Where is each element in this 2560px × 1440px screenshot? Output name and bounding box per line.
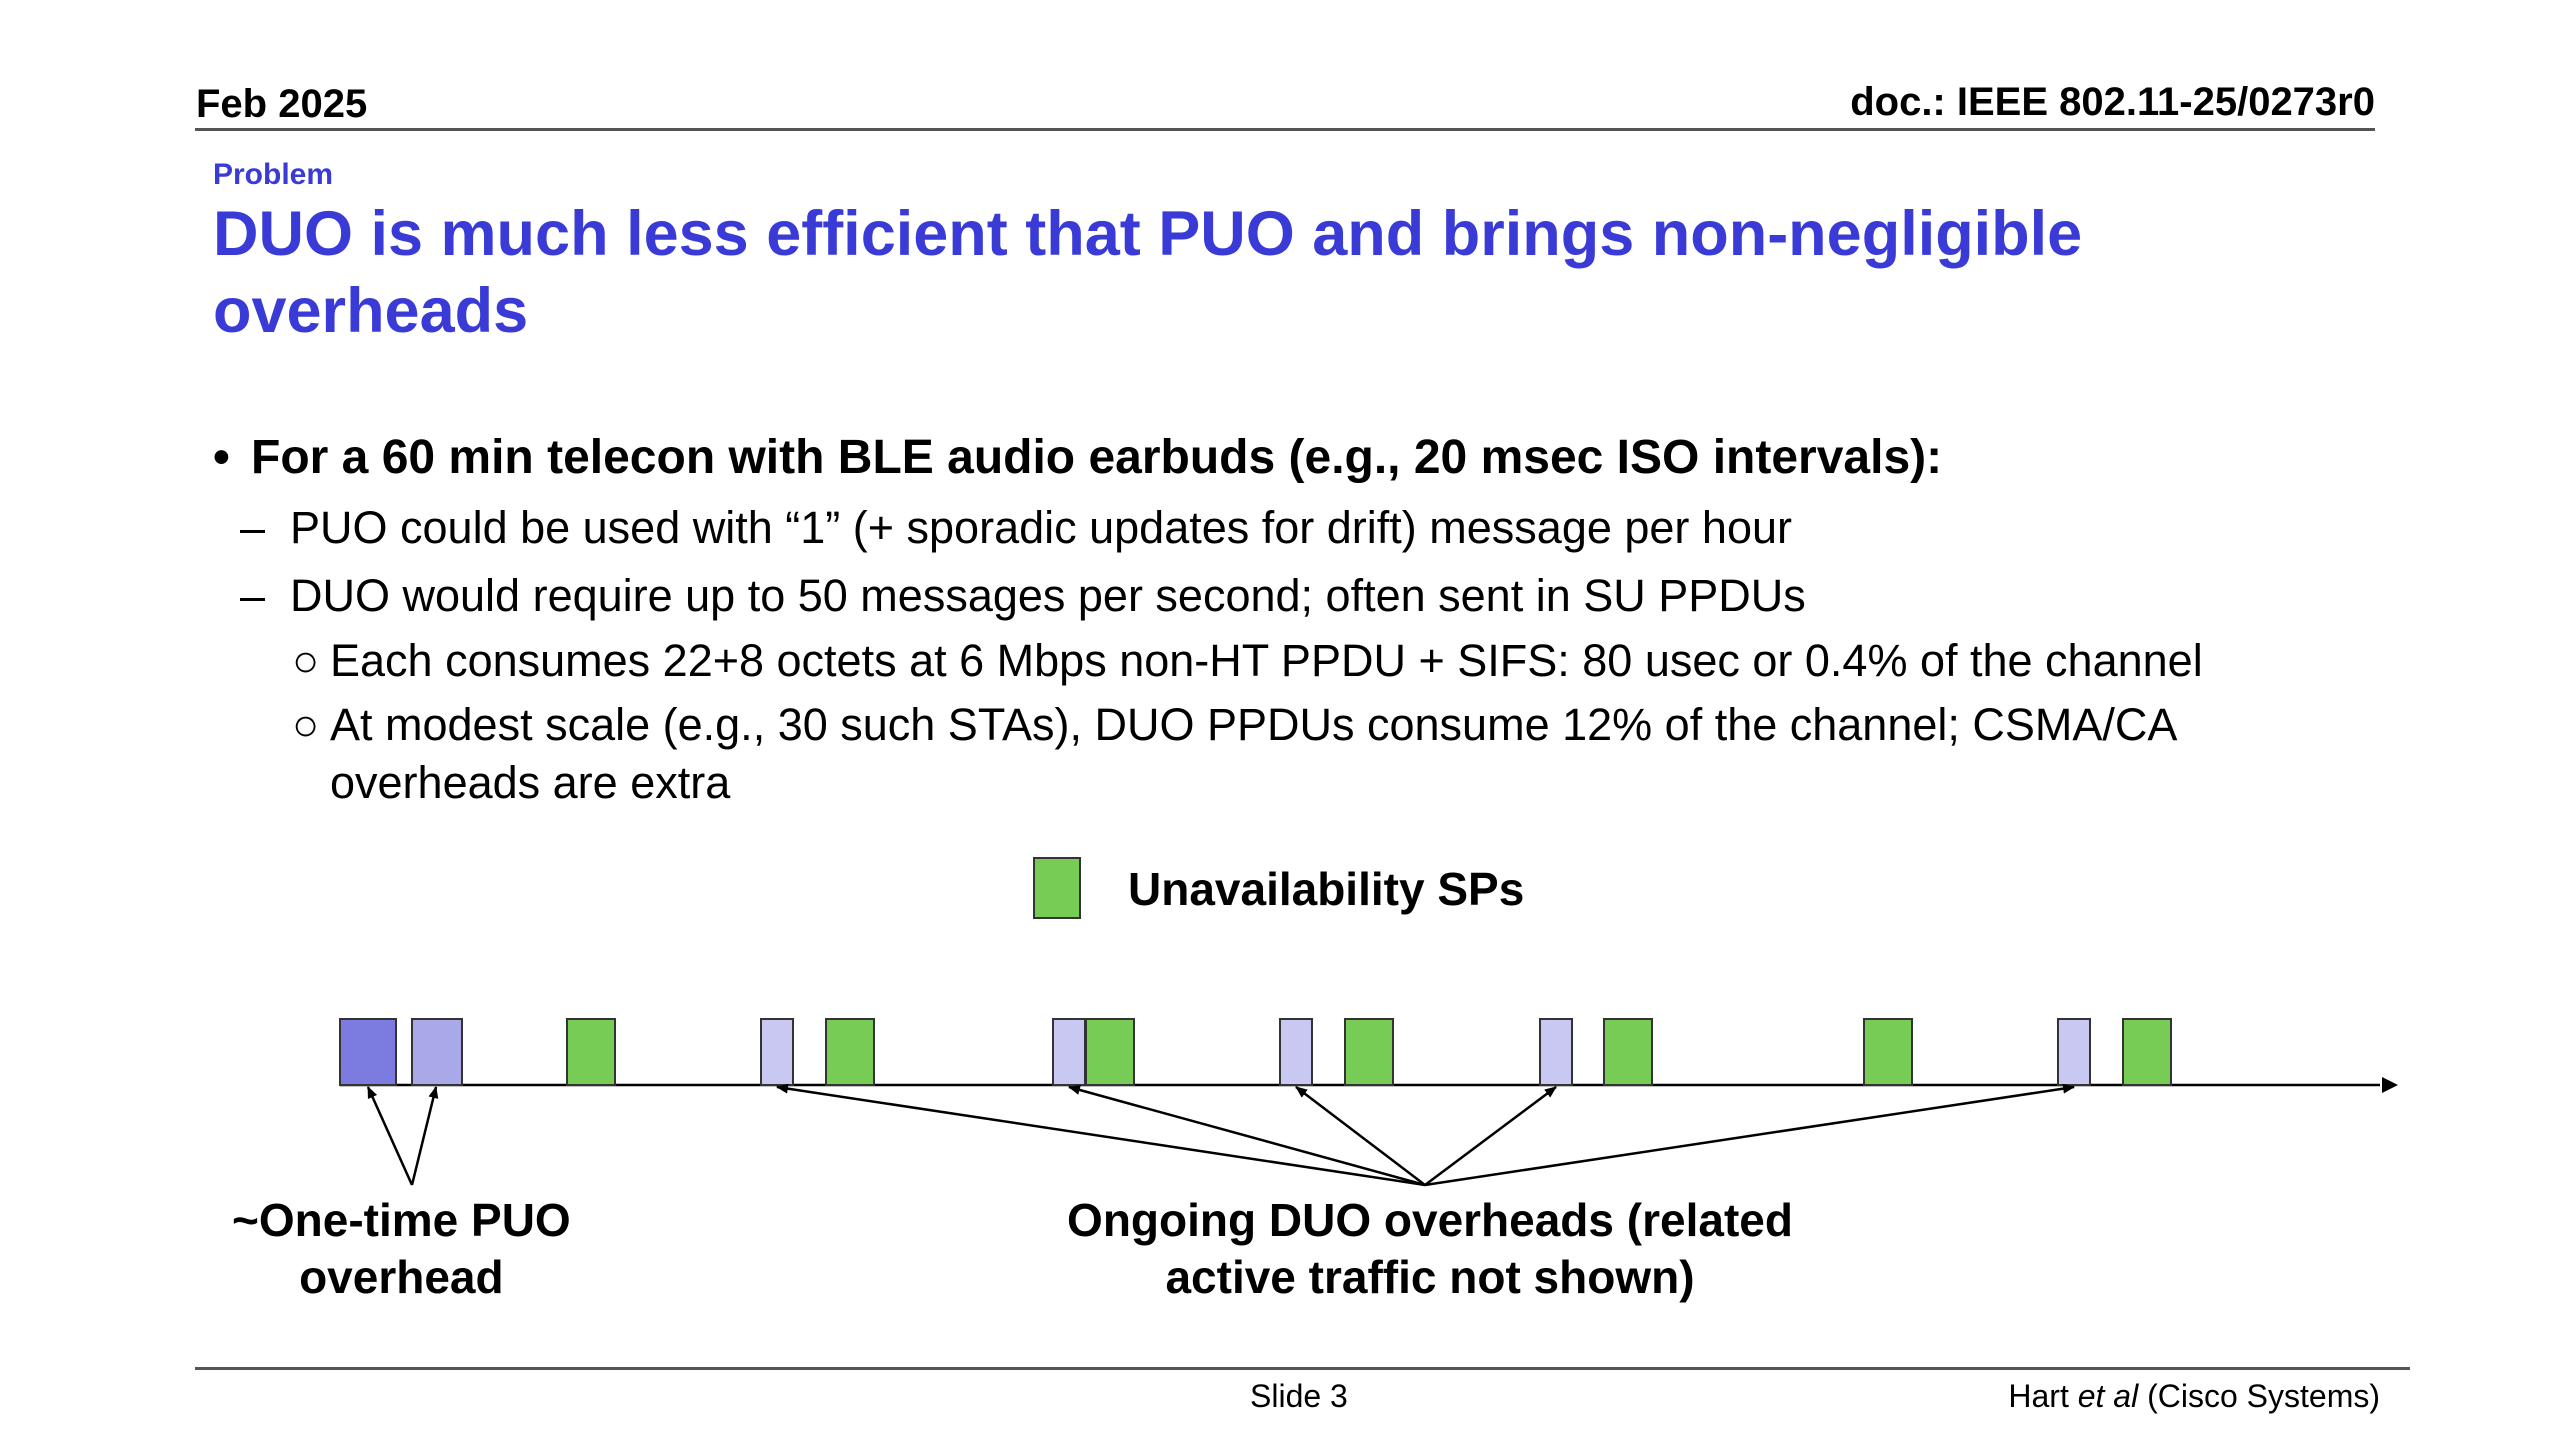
duo-block (1279, 1018, 1313, 1086)
bullet-main: • For a 60 min telecon with BLE audio ear… (213, 430, 1942, 485)
footer-author-italic: et al (2077, 1378, 2139, 1414)
header-date: Feb 2025 (196, 82, 368, 126)
duo-arrow (1068, 1085, 1426, 1187)
unavailability-sp-block (1603, 1018, 1653, 1086)
circle-bullet-icon: ○ (292, 635, 320, 686)
unavailability-sp-block (1863, 1018, 1913, 1086)
unavailability-sp-block (2122, 1018, 2172, 1086)
footer-author-prefix: Hart (2008, 1378, 2078, 1414)
legend-label: Unavailability SPs (1128, 863, 1525, 915)
puo-block (411, 1018, 463, 1086)
unavailability-sp-block (1085, 1018, 1135, 1086)
caption-puo-line-1: ~One-time PUO (232, 1194, 571, 1246)
duo-arrow (1424, 1085, 1557, 1187)
bullet-sub-2-item-2-text: At modest scale (e.g., 30 such STAs), DU… (330, 699, 2178, 750)
caption-puo-line-2: overhead (299, 1251, 504, 1303)
duo-block (760, 1018, 794, 1086)
header-rule (195, 128, 2375, 131)
header-doc-id: doc.: IEEE 802.11-25/0273r0 (1850, 80, 2375, 124)
duo-arrow (1424, 1083, 2075, 1187)
duo-arrow (776, 1083, 1426, 1187)
duo-block (1539, 1018, 1573, 1086)
bullet-sub-1: – PUO could be used with “1” (+ sporadic … (240, 502, 1792, 554)
unavailability-sp-block (1344, 1018, 1394, 1086)
section-kicker: Problem (213, 158, 334, 191)
unavailability-sp-block (566, 1018, 616, 1086)
footer-author: Hart et al (Cisco Systems) (2008, 1378, 2380, 1415)
bullet-sub-2: – DUO would require up to 50 messages per… (240, 570, 1806, 622)
caption-duo-line-1: Ongoing DUO overheads (related (1067, 1194, 1793, 1246)
circle-bullet-icon: ○ (292, 699, 320, 750)
caption-duo: Ongoing DUO overheads (related active tr… (1030, 1192, 1830, 1306)
bullet-sub-2-item-1-text: Each consumes 22+8 octets at 6 Mbps non-… (330, 635, 2203, 686)
timeline-arrowhead-icon (2382, 1077, 2398, 1093)
caption-puo: ~One-time PUO overhead (232, 1192, 571, 1306)
footer-slide-number: Slide 3 (1250, 1378, 1348, 1414)
bullet-sub-1-text: PUO could be used with “1” (+ sporadic u… (290, 502, 1792, 553)
bullet-main-text: For a 60 min telecon with BLE audio earb… (251, 431, 1943, 484)
puo-block (339, 1018, 397, 1086)
duo-arrow (1295, 1086, 1426, 1186)
caption-duo-line-2: active traffic not shown) (1165, 1251, 1695, 1303)
bullet-dot-icon: • (213, 431, 230, 484)
bullet-sub-2-item-2-continued: overheads are extra (330, 757, 731, 808)
slide-title: DUO is much less efficient that PUO and … (213, 199, 2083, 346)
bullet-sub-2-text: DUO would require up to 50 messages per … (290, 570, 1806, 621)
dash-icon: – (240, 502, 266, 553)
duo-block (1052, 1018, 1086, 1086)
footer-author-suffix: (Cisco Systems) (2138, 1378, 2380, 1414)
dash-icon: – (240, 570, 266, 621)
duo-block (2057, 1018, 2091, 1086)
puo-arrow (410, 1086, 439, 1186)
bullet-sub-2-item-1: ○ Each consumes 22+8 octets at 6 Mbps non… (292, 635, 2203, 687)
footer-rule (195, 1367, 2410, 1370)
unavailability-sp-block (825, 1018, 875, 1086)
bullet-sub-2-item-2: ○ At modest scale (e.g., 30 such STAs), D… (292, 699, 2177, 751)
legend-swatch (1033, 857, 1081, 919)
puo-arrow (366, 1086, 414, 1186)
